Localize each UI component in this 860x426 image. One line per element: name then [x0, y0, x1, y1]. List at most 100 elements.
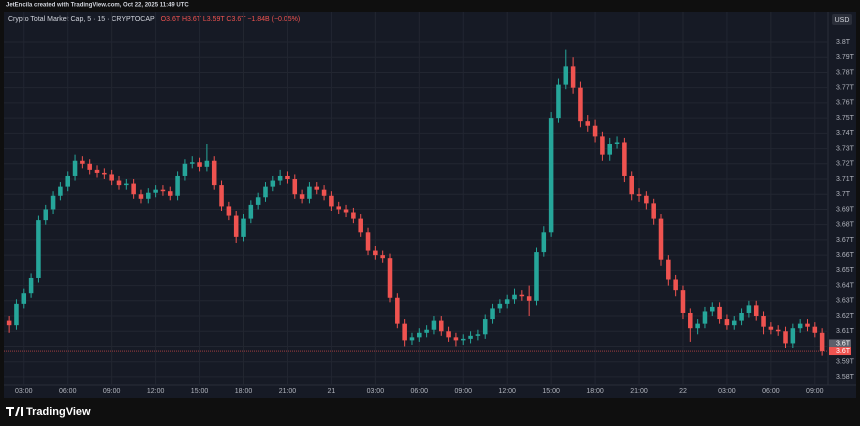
y-tick-label: 3.64T [836, 282, 855, 289]
candle-body [578, 87, 583, 122]
y-tick-label: 3.63T [836, 298, 855, 305]
candle-body [790, 328, 796, 344]
logo-mark [6, 407, 23, 416]
candle-body [116, 180, 122, 186]
candle-body [6, 320, 12, 326]
candle-body [570, 66, 576, 88]
candle-body [87, 163, 92, 170]
candle-body [746, 305, 752, 313]
candle-body [460, 338, 466, 341]
candle-body [36, 220, 41, 278]
candle-body [563, 66, 569, 85]
currency-button[interactable] [832, 14, 852, 25]
candle-body [695, 323, 700, 329]
candle-body [636, 194, 642, 196]
candle-body [131, 183, 136, 195]
candle-body [343, 209, 349, 213]
candle-body [556, 84, 561, 119]
candle-body [329, 195, 334, 207]
candle-body [358, 218, 363, 233]
candle-body [526, 296, 532, 301]
y-tick-label: 3.69T [836, 206, 855, 213]
candle-body [717, 306, 722, 320]
candle-body [197, 162, 202, 167]
y-tick-label: 3.59T [836, 359, 855, 366]
candle-body [775, 329, 781, 332]
x-tick-label: 03:00 [15, 388, 33, 395]
candle-body [299, 194, 305, 199]
candle-body [189, 162, 195, 164]
candle-body [600, 136, 605, 155]
y-tick-label: 3.8T [836, 39, 851, 46]
x-tick-label: 09:00 [103, 388, 121, 395]
y-tick-label: 3.73T [836, 145, 855, 152]
candle-body [431, 320, 437, 330]
candle-body [307, 186, 312, 199]
candle-body [102, 172, 107, 175]
candle-body [160, 189, 166, 192]
candle-body [548, 118, 554, 233]
candle-body [482, 319, 488, 335]
candle-body [50, 195, 56, 210]
candle-body [614, 142, 620, 144]
candle-body [321, 189, 327, 196]
candle-body [21, 293, 27, 304]
currency[interactable]: USD [835, 17, 850, 24]
candle-body [43, 209, 49, 221]
ohlc-readout: O3.6T H3.6T L3.59T C3.6T −1.84B (−0.05%) [161, 16, 301, 23]
x-tick-label: 21 [328, 388, 336, 395]
candle-body [263, 186, 268, 198]
candle-body [622, 142, 627, 176]
candle-body [644, 195, 649, 204]
candle-body [731, 320, 737, 326]
candle-body [285, 175, 290, 180]
candle-body [373, 250, 378, 256]
y-tick-label: 3.78T [836, 69, 855, 76]
candle-body [270, 180, 276, 187]
candle-body [387, 258, 393, 298]
axes: 3.58T 3.59T 3.6T 3.61T 3.62T 3.63T 3.64T 3.65T 3… [4, 39, 855, 395]
y-tick-label: 3.68T [836, 222, 855, 229]
candle-body [182, 163, 188, 176]
candle-body [233, 215, 239, 237]
y-tick-label: 3.65T [836, 267, 855, 274]
candle-body [255, 197, 261, 205]
x-tick-label: 18:00 [586, 388, 604, 395]
candle-body [504, 299, 510, 304]
candle-body [651, 203, 656, 219]
candle-body [94, 169, 100, 173]
candle-body [783, 331, 788, 344]
candle-body [534, 252, 539, 301]
brand: TradingView [26, 406, 91, 418]
candle-body [402, 323, 407, 341]
candle-body [819, 332, 825, 352]
candle-body [277, 175, 283, 181]
x-tick-label: 03:00 [367, 388, 385, 395]
candle-body [72, 160, 78, 176]
candle-body [58, 186, 63, 196]
candle-body [409, 337, 415, 341]
candle-body [28, 277, 34, 294]
candle-body [688, 312, 693, 329]
x-tick-label: 12:00 [498, 388, 516, 395]
candle-body [109, 174, 114, 181]
x-tick-label: 09:00 [454, 388, 472, 395]
candle-body [666, 259, 671, 280]
candle-body [124, 183, 129, 186]
candle-body [497, 303, 503, 309]
candle-body [490, 308, 495, 320]
y-tick-label: 3.58T [836, 374, 855, 381]
candle-body [146, 192, 151, 199]
candle-body [797, 323, 803, 329]
candle-body [468, 335, 473, 339]
price-label-bg [829, 347, 851, 356]
candle-body [380, 255, 385, 259]
candle-body [761, 316, 766, 327]
candle-body [592, 125, 598, 137]
candle-body [710, 306, 715, 312]
candle-body [248, 204, 254, 219]
candle-body [219, 185, 224, 207]
y-tick-label: 3.62T [836, 313, 855, 320]
x-tick-label: 03:00 [718, 388, 736, 395]
